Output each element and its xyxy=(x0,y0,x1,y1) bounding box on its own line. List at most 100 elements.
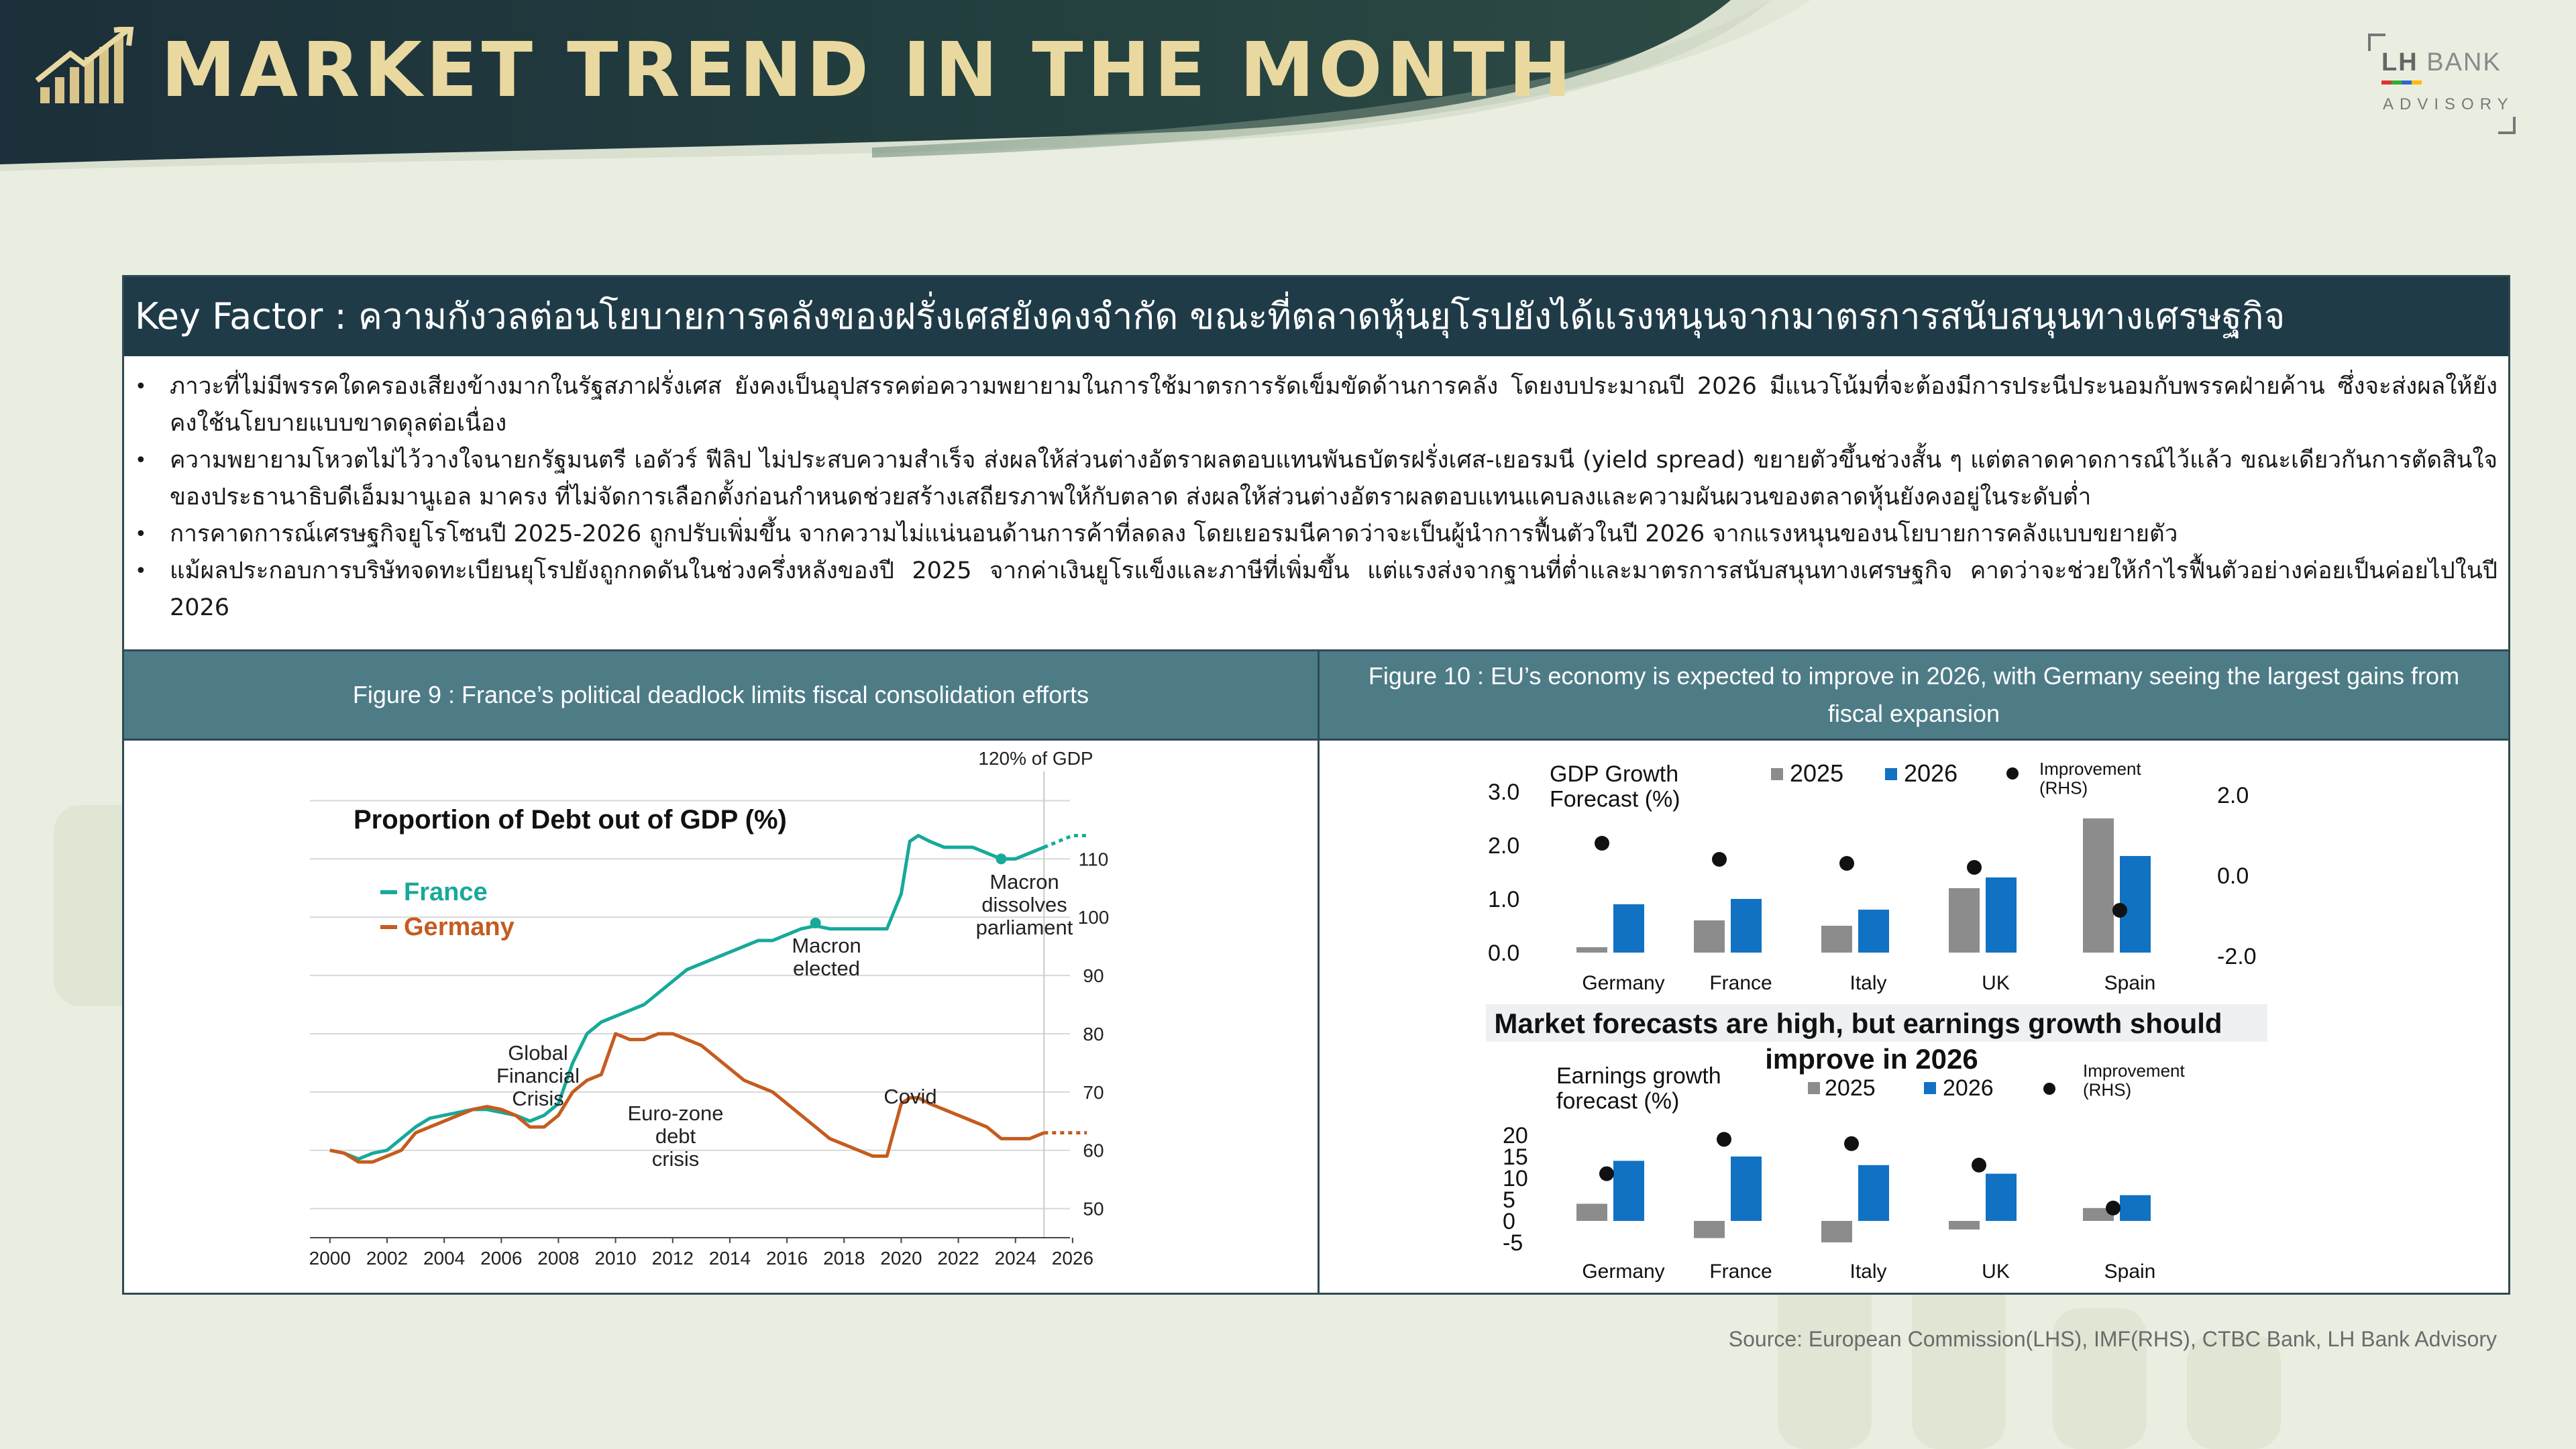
bullet-icon: • xyxy=(135,523,147,546)
bar-2025 xyxy=(1949,888,1980,953)
x-tick-label: 2000 xyxy=(309,1248,351,1269)
annotation-label: Covid xyxy=(883,1085,936,1108)
category-label: Spain xyxy=(2104,972,2156,994)
logo-text: LH BANK xyxy=(2381,48,2502,77)
category-label: Spain xyxy=(2104,1260,2156,1283)
improvement-marker xyxy=(1844,1136,1859,1151)
improvement-marker xyxy=(1967,860,1982,875)
y-tick-label: 110 xyxy=(1079,849,1109,869)
annotation-label: Macron dissolves parliament xyxy=(976,870,1073,939)
bullet-icon: • xyxy=(135,559,147,583)
series-line-germany xyxy=(329,1032,1045,1164)
legend: France Germany xyxy=(380,878,515,941)
event-marker xyxy=(810,917,821,928)
debt-to-gdp-line-chart: Proportion of Debt out of GDP (%) 120% o… xyxy=(309,748,1110,1269)
list-item: • การคาดการณ์เศรษฐกิจยูโรโซนปี 2025-2026 … xyxy=(135,516,2498,553)
bar-2026 xyxy=(1986,1173,2017,1221)
legend-swatch xyxy=(1885,768,1897,780)
legend-label: 2026 xyxy=(1904,759,1957,787)
bar-2025 xyxy=(1821,1221,1852,1242)
bullet-icon: • xyxy=(135,449,147,472)
figure-9-title: Figure 9 : France’s political deadlock l… xyxy=(124,651,1318,739)
y-tick-label: 60 xyxy=(1083,1140,1104,1161)
chart-title: GDP Growth Forecast (%) xyxy=(1550,761,1680,812)
bar-2025 xyxy=(1576,947,1607,953)
source-note: Source: European Commission(LHS), IMF(RH… xyxy=(1728,1327,2497,1351)
bar-2025 xyxy=(1576,1203,1607,1221)
bar-2025 xyxy=(1821,926,1852,953)
improvement-marker xyxy=(1599,1166,1614,1181)
legend-label: Improvement (RHS) xyxy=(2083,1061,2185,1100)
legend-label: 2025 xyxy=(1790,759,1843,787)
category-label: Italy xyxy=(1849,972,1886,994)
logo-corner xyxy=(2368,34,2385,51)
category-label: Germany xyxy=(1582,1260,1664,1283)
bullet-text: ภาวะที่ไม่มีพรรคใดครองเสียงข้างมากในรัฐส… xyxy=(170,373,2498,437)
x-tick-label: 2004 xyxy=(423,1248,465,1269)
y-tick-label: 80 xyxy=(1083,1024,1104,1044)
category-label: France xyxy=(1709,972,1772,994)
gridlines xyxy=(310,771,1070,1238)
rhs-tick-label: 0.0 xyxy=(2217,863,2249,889)
series-lines xyxy=(329,834,1087,1164)
legend-marker xyxy=(2043,1083,2055,1095)
x-tick-label: 2024 xyxy=(995,1248,1036,1269)
logo-color-bar xyxy=(2381,80,2422,85)
legend-label: Germany xyxy=(404,913,515,941)
bar-2026 xyxy=(1613,1161,1644,1221)
chart-title: Proportion of Debt out of GDP (%) xyxy=(354,805,787,835)
x-tick-label: 2014 xyxy=(709,1248,751,1269)
list-item: • ความพยายามโหวตไม่ไว้วางใจนายกรัฐมนตรี เ… xyxy=(135,442,2498,516)
figure-10-title: Figure 10 : EU’s economy is expected to … xyxy=(1320,651,2508,739)
y-tick-label: 2.0 xyxy=(1488,833,1519,859)
logo-bank: BANK xyxy=(2426,48,2502,76)
bar-2025 xyxy=(1949,1221,1980,1230)
bar-2026 xyxy=(1613,904,1644,953)
x-tick-label: 2006 xyxy=(480,1248,522,1269)
legend-swatch xyxy=(1771,768,1783,780)
event-marker xyxy=(996,853,1007,865)
bullet-text: การคาดการณ์เศรษฐกิจยูโรโซนปี 2025-2026 ถ… xyxy=(170,521,2178,547)
series-forecast-france xyxy=(1043,834,1087,849)
annotation-label: Global Financial Crisis xyxy=(496,1041,580,1110)
category-label: Germany xyxy=(1582,972,1664,994)
x-tick-label: 2012 xyxy=(652,1248,694,1269)
improvement-marker xyxy=(1595,836,1609,851)
legend-swatch xyxy=(1808,1082,1820,1094)
column-divider xyxy=(1318,651,1320,1293)
chart-subtitle: Market forecasts are high, but earnings … xyxy=(1494,1008,2222,1039)
category-label: France xyxy=(1709,1260,1772,1283)
x-tick-label: 2022 xyxy=(937,1248,979,1269)
bullet-text: แม้ผลประกอบการบริษัทจดทะเบียนยุโรปยังถูก… xyxy=(170,557,2498,621)
y-tick-label: 20 xyxy=(1503,1123,1528,1148)
bar-2025 xyxy=(1694,1221,1725,1238)
y-tick-label: 50 xyxy=(1083,1199,1104,1220)
bar-2026 xyxy=(1731,1157,1762,1221)
legend-label: Improvement (RHS) xyxy=(2039,759,2141,798)
subtitle-band xyxy=(1486,1004,2267,1042)
bar-2025 xyxy=(2083,818,2114,953)
legend-label: 2025 xyxy=(1825,1075,1876,1101)
lh-bank-logo: LH BANK ADVISORY xyxy=(2368,34,2516,134)
y-tick-label: 70 xyxy=(1083,1082,1104,1103)
annotation-label: Macron elected xyxy=(792,934,861,980)
category-label: UK xyxy=(1982,972,2010,994)
bullet-list: • ภาวะที่ไม่มีพรรคใดครองเสียงข้างมากในรัฐ… xyxy=(124,356,2508,651)
y-tick-label: 10 xyxy=(1503,1166,1528,1191)
category-label: UK xyxy=(1982,1260,2010,1283)
y-tick-label: 100 xyxy=(1078,907,1110,928)
list-item: • ภาวะที่ไม่มีพรรคใดครองเสียงข้างมากในรัฐ… xyxy=(135,368,2498,442)
chart-title: Earnings growth forecast (%) xyxy=(1556,1063,1721,1114)
bullet-text: ความพยายามโหวตไม่ไว้วางใจนายกรัฐมนตรี เอ… xyxy=(170,447,2498,511)
y-tick-label: 5 xyxy=(1503,1187,1515,1213)
x-tick-label: 2016 xyxy=(766,1248,808,1269)
key-factor-heading: Key Factor : ความกังวลต่อนโยบายการคลังขอ… xyxy=(124,277,2508,356)
bar-2026 xyxy=(1858,1165,1889,1221)
annotations: Global Financial Crisis Euro-zone debt crisis… xyxy=(496,870,1073,1171)
bar-2026 xyxy=(1986,877,2017,953)
y-tick-label: 3.0 xyxy=(1488,780,1519,805)
legend-label: 2026 xyxy=(1943,1075,1994,1101)
banner-shape xyxy=(0,0,1811,171)
rhs-tick-label: -2.0 xyxy=(2217,944,2257,969)
logo-subtitle: ADVISORY xyxy=(2383,95,2514,113)
